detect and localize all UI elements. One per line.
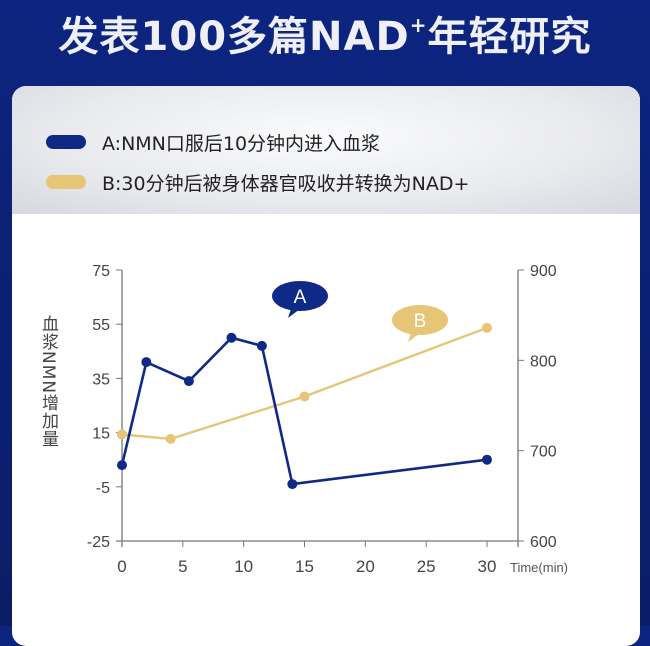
y2-tick-label: 900 [530, 263, 557, 280]
y-tick-label: 35 [92, 371, 110, 388]
data-point-a [117, 460, 127, 471]
data-point-b [482, 322, 492, 333]
title-sup: + [409, 13, 428, 37]
data-point-a [256, 340, 267, 351]
legend-swatch-a [46, 135, 86, 149]
legend: A:NMN口服后10分钟内进入血浆 B:30分钟后被身体器官吸收并转换为NAD+ [46, 122, 469, 202]
x-tick-label: 10 [234, 557, 253, 576]
title-main: 发表100多篇NAD [58, 14, 410, 60]
x-tick-label: 30 [478, 557, 497, 576]
data-point-a [287, 479, 298, 490]
x-tick-label: 15 [295, 557, 314, 576]
y-tick-label: 75 [92, 263, 110, 280]
series-line-b [121, 326, 488, 441]
legend-panel [12, 86, 640, 214]
y-tick-label: 55 [92, 317, 110, 334]
callout-a-label: A [294, 287, 307, 308]
legend-swatch-b [46, 175, 86, 189]
y-axis-label: 血浆NMN增加量 [38, 315, 58, 449]
legend-label-b: B:30分钟后被身体器官吸收并转换为NAD+ [102, 172, 470, 195]
data-point-a [482, 454, 492, 465]
data-point-b [117, 429, 127, 440]
y-tick-label: -5 [96, 480, 110, 497]
x-tick-label: 25 [417, 557, 436, 576]
y2-tick-label: 700 [530, 444, 557, 461]
y2-tick-label: 600 [530, 534, 557, 551]
x-axis-label: Time(min) [510, 560, 568, 575]
x-tick-label: 20 [356, 557, 375, 576]
series-line-a [120, 336, 488, 486]
chart-plot: 75 55 35 15 -5 -25 900 800 700 600 0 5 10 15 20 25 30 Tim… [87, 263, 568, 576]
data-point-a [141, 357, 152, 368]
callout-a [272, 281, 328, 311]
title-tail: 年轻研究 [427, 14, 592, 60]
legend-item-b: B:30分钟后被身体器官吸收并转换为NAD+ [46, 162, 469, 202]
y2-tick-label: 800 [530, 353, 557, 370]
x-tick-label: 0 [117, 557, 126, 576]
x-tick-label: 5 [178, 557, 187, 576]
legend-item-a: A:NMN口服后10分钟内进入血浆 [46, 122, 469, 162]
data-point-a [183, 376, 194, 387]
y-tick-label: 15 [92, 426, 110, 443]
data-point-b [165, 433, 176, 444]
legend-label-a: A:NMN口服后10分钟内进入血浆 [102, 132, 381, 155]
page-title: 发表100多篇NAD+年轻研究 [0, 4, 650, 62]
data-point-a [226, 332, 237, 343]
chart-card: A:NMN口服后10分钟内进入血浆 B:30分钟后被身体器官吸收并转换为NAD+ [12, 86, 640, 646]
data-point-b [299, 391, 310, 402]
callout-b [392, 305, 448, 335]
y-tick-label: -25 [87, 534, 110, 551]
callout-b-label: B [414, 311, 427, 332]
